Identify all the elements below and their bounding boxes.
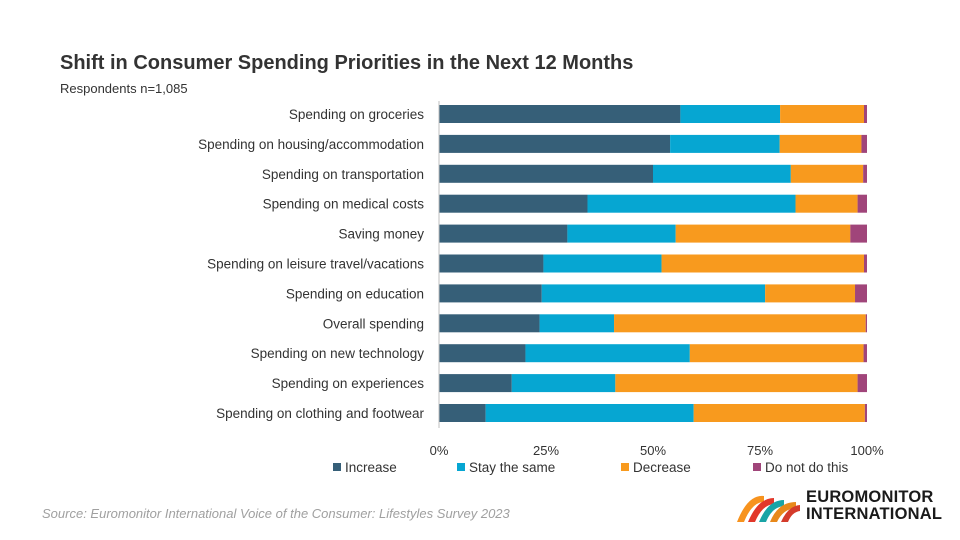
bar-segment-do-not-do-this [857, 194, 867, 213]
bars [439, 105, 867, 422]
category-label: Spending on groceries [289, 107, 424, 122]
bar-segment-decrease [661, 254, 865, 273]
chart-title: Shift in Consumer Spending Priorities in… [60, 52, 634, 74]
legend-swatch [753, 463, 761, 471]
bar-segment-stay-the-same [539, 314, 615, 333]
logo-line-1: EUROMONITOR [806, 488, 934, 506]
bar-segment-increase [439, 254, 544, 273]
x-axis-ticks: 0% 25% 50% 75% 100% [430, 443, 884, 458]
category-label: Spending on transportation [262, 167, 424, 182]
bar-segment-increase [439, 194, 588, 213]
legend-swatch [457, 463, 465, 471]
bar-segment-do-not-do-this [865, 314, 867, 333]
bar-segment-do-not-do-this [864, 404, 867, 422]
bar-segment-stay-the-same [680, 105, 781, 123]
category-label: Spending on medical costs [263, 197, 425, 212]
bar-segment-do-not-do-this [855, 284, 867, 303]
bar-segment-decrease [689, 344, 864, 363]
category-label: Spending on leisure travel/vacations [207, 257, 424, 272]
bar-segment-increase [439, 284, 542, 303]
bar-segment-increase [439, 404, 486, 422]
x-tick-label: 75% [747, 443, 773, 458]
bar-segment-stay-the-same [543, 254, 662, 273]
x-tick-label: 0% [430, 443, 449, 458]
legend-swatch [621, 463, 629, 471]
bar-segment-decrease [765, 284, 856, 303]
logo-line-2: INTERNATIONAL [806, 505, 943, 523]
legend-label: Increase [345, 460, 397, 475]
legend-label: Decrease [633, 460, 691, 475]
bar-segment-decrease [780, 105, 865, 123]
bar-segment-do-not-do-this [864, 105, 867, 123]
bar-segment-decrease [615, 374, 858, 393]
bar-segment-decrease [675, 224, 851, 243]
bar-segment-do-not-do-this [864, 254, 867, 273]
bar-segment-increase [439, 134, 671, 153]
bar-segment-do-not-do-this [861, 134, 867, 153]
bar-segment-do-not-do-this [863, 164, 867, 183]
category-label: Spending on new technology [251, 346, 425, 361]
category-labels: Spending on groceries Spending on housing… [198, 107, 424, 421]
source-note: Source: Euromonitor International Voice … [42, 506, 510, 521]
bar-segment-stay-the-same [653, 164, 791, 183]
bar-segment-increase [439, 164, 653, 183]
bar-segment-do-not-do-this [857, 374, 867, 393]
bar-segment-decrease [693, 404, 865, 422]
legend-label: Stay the same [469, 460, 555, 475]
bar-segment-decrease [614, 314, 866, 333]
bar-segment-stay-the-same [567, 224, 676, 243]
legend-label: Do not do this [765, 460, 849, 475]
bar-segment-do-not-do-this [863, 344, 867, 363]
bar-segment-decrease [795, 194, 858, 213]
category-label: Spending on housing/accommodation [198, 137, 424, 152]
bar-segment-increase [439, 314, 540, 333]
x-tick-label: 25% [533, 443, 559, 458]
x-tick-label: 100% [850, 443, 884, 458]
bar-segment-increase [439, 224, 568, 243]
category-label: Overall spending [323, 316, 424, 331]
bar-segment-stay-the-same [587, 194, 796, 213]
bar-segment-stay-the-same [525, 344, 690, 363]
category-label: Spending on education [286, 286, 424, 301]
bar-segment-decrease [779, 134, 862, 153]
logo-mark-icon [737, 495, 800, 522]
bar-segment-stay-the-same [670, 134, 780, 153]
category-label: Spending on clothing and footwear [216, 406, 424, 421]
bar-segment-increase [439, 105, 681, 123]
bar-segment-do-not-do-this [850, 224, 867, 243]
bar-segment-stay-the-same [485, 404, 694, 422]
bar-segment-decrease [790, 164, 864, 183]
category-label: Saving money [338, 227, 424, 242]
bar-segment-increase [439, 344, 526, 363]
bar-segment-increase [439, 374, 512, 393]
euromonitor-logo: EUROMONITOR INTERNATIONAL [734, 488, 944, 524]
x-tick-label: 50% [640, 443, 666, 458]
chart-subtitle: Respondents n=1,085 [60, 81, 188, 96]
legend-swatch [333, 463, 341, 471]
bar-segment-stay-the-same [541, 284, 766, 303]
category-label: Spending on experiences [272, 376, 425, 391]
legend: Increase Stay the same Decrease Do not do t… [333, 460, 849, 475]
bar-segment-stay-the-same [511, 374, 616, 393]
